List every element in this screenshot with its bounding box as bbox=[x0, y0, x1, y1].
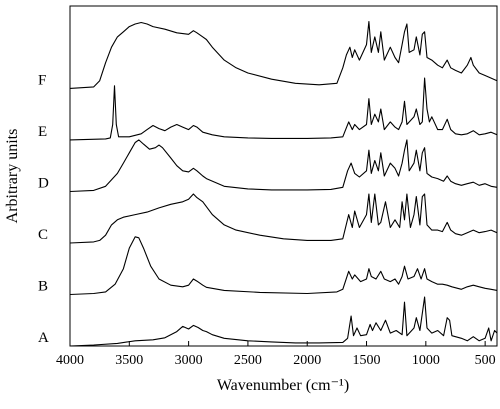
x-tick-label: 2500 bbox=[234, 353, 262, 368]
x-tick-label: 4000 bbox=[56, 353, 84, 368]
trace-label-e: E bbox=[38, 124, 47, 140]
y-axis-label: Arbitrary units bbox=[4, 129, 21, 224]
x-tick-label: 1500 bbox=[353, 353, 381, 368]
x-axis-label: Wavenumber (cm⁻¹) bbox=[217, 377, 349, 394]
trace-labels: A B C D E F bbox=[38, 72, 49, 346]
x-axis-ticks bbox=[69, 341, 486, 346]
spectrum-trace-e bbox=[69, 77, 498, 141]
x-tick-label: 3000 bbox=[175, 353, 203, 368]
trace-label-a: A bbox=[38, 330, 49, 346]
spectrum-trace-d bbox=[69, 139, 498, 193]
trace-label-c: C bbox=[38, 227, 48, 243]
trace-label-f: F bbox=[38, 72, 46, 88]
trace-label-d: D bbox=[38, 175, 49, 191]
plot-frame bbox=[69, 5, 498, 347]
spectrum-trace-f bbox=[69, 20, 498, 89]
x-tick-label: 500 bbox=[475, 353, 496, 368]
spectrum-trace-b bbox=[69, 236, 498, 296]
spectrum-trace-a bbox=[69, 296, 498, 347]
x-tick-label: 3500 bbox=[115, 353, 143, 368]
trace-label-b: B bbox=[38, 278, 48, 294]
spectrum-trace-c bbox=[69, 193, 498, 244]
x-axis-tick-labels: 4000 3500 3000 2500 2000 1500 1000 500 bbox=[56, 353, 496, 368]
spectra-traces bbox=[69, 20, 498, 347]
x-tick-label: 2000 bbox=[293, 353, 321, 368]
x-tick-label: 1000 bbox=[412, 353, 440, 368]
